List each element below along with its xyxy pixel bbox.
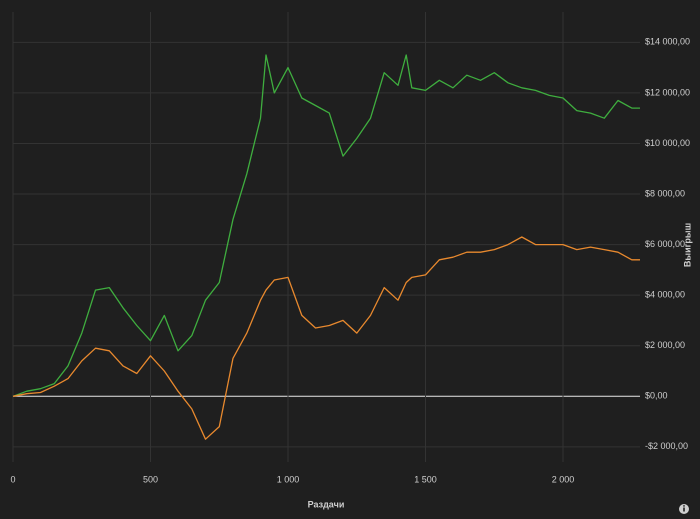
x-tick-label: 1 500 — [414, 474, 437, 484]
series-line — [12, 236, 640, 440]
y-tick-label: $2 000,00 — [645, 340, 685, 350]
x-tick-label: 500 — [143, 474, 158, 484]
y-tick-label: $4 000,00 — [645, 290, 685, 300]
y-tick-label: $10 000,00 — [645, 138, 690, 148]
series-line — [12, 54, 640, 397]
y-tick-label: $0,00 — [645, 391, 668, 401]
x-tick-label: 1 000 — [277, 474, 300, 484]
x-tick-label: 2 000 — [552, 474, 575, 484]
y-tick-label: -$2 000,00 — [645, 441, 688, 451]
x-axis-title: Раздачи — [308, 499, 345, 509]
y-tick-label: $14 000,00 — [645, 37, 690, 47]
y-tick-label: $12 000,00 — [645, 87, 690, 97]
y-tick-label: $8 000,00 — [645, 188, 685, 198]
x-tick-label: 0 — [10, 474, 15, 484]
y-axis-title: Выигрыш — [682, 223, 692, 267]
y-tick-label: $6 000,00 — [645, 239, 685, 249]
info-icon[interactable] — [679, 504, 689, 514]
